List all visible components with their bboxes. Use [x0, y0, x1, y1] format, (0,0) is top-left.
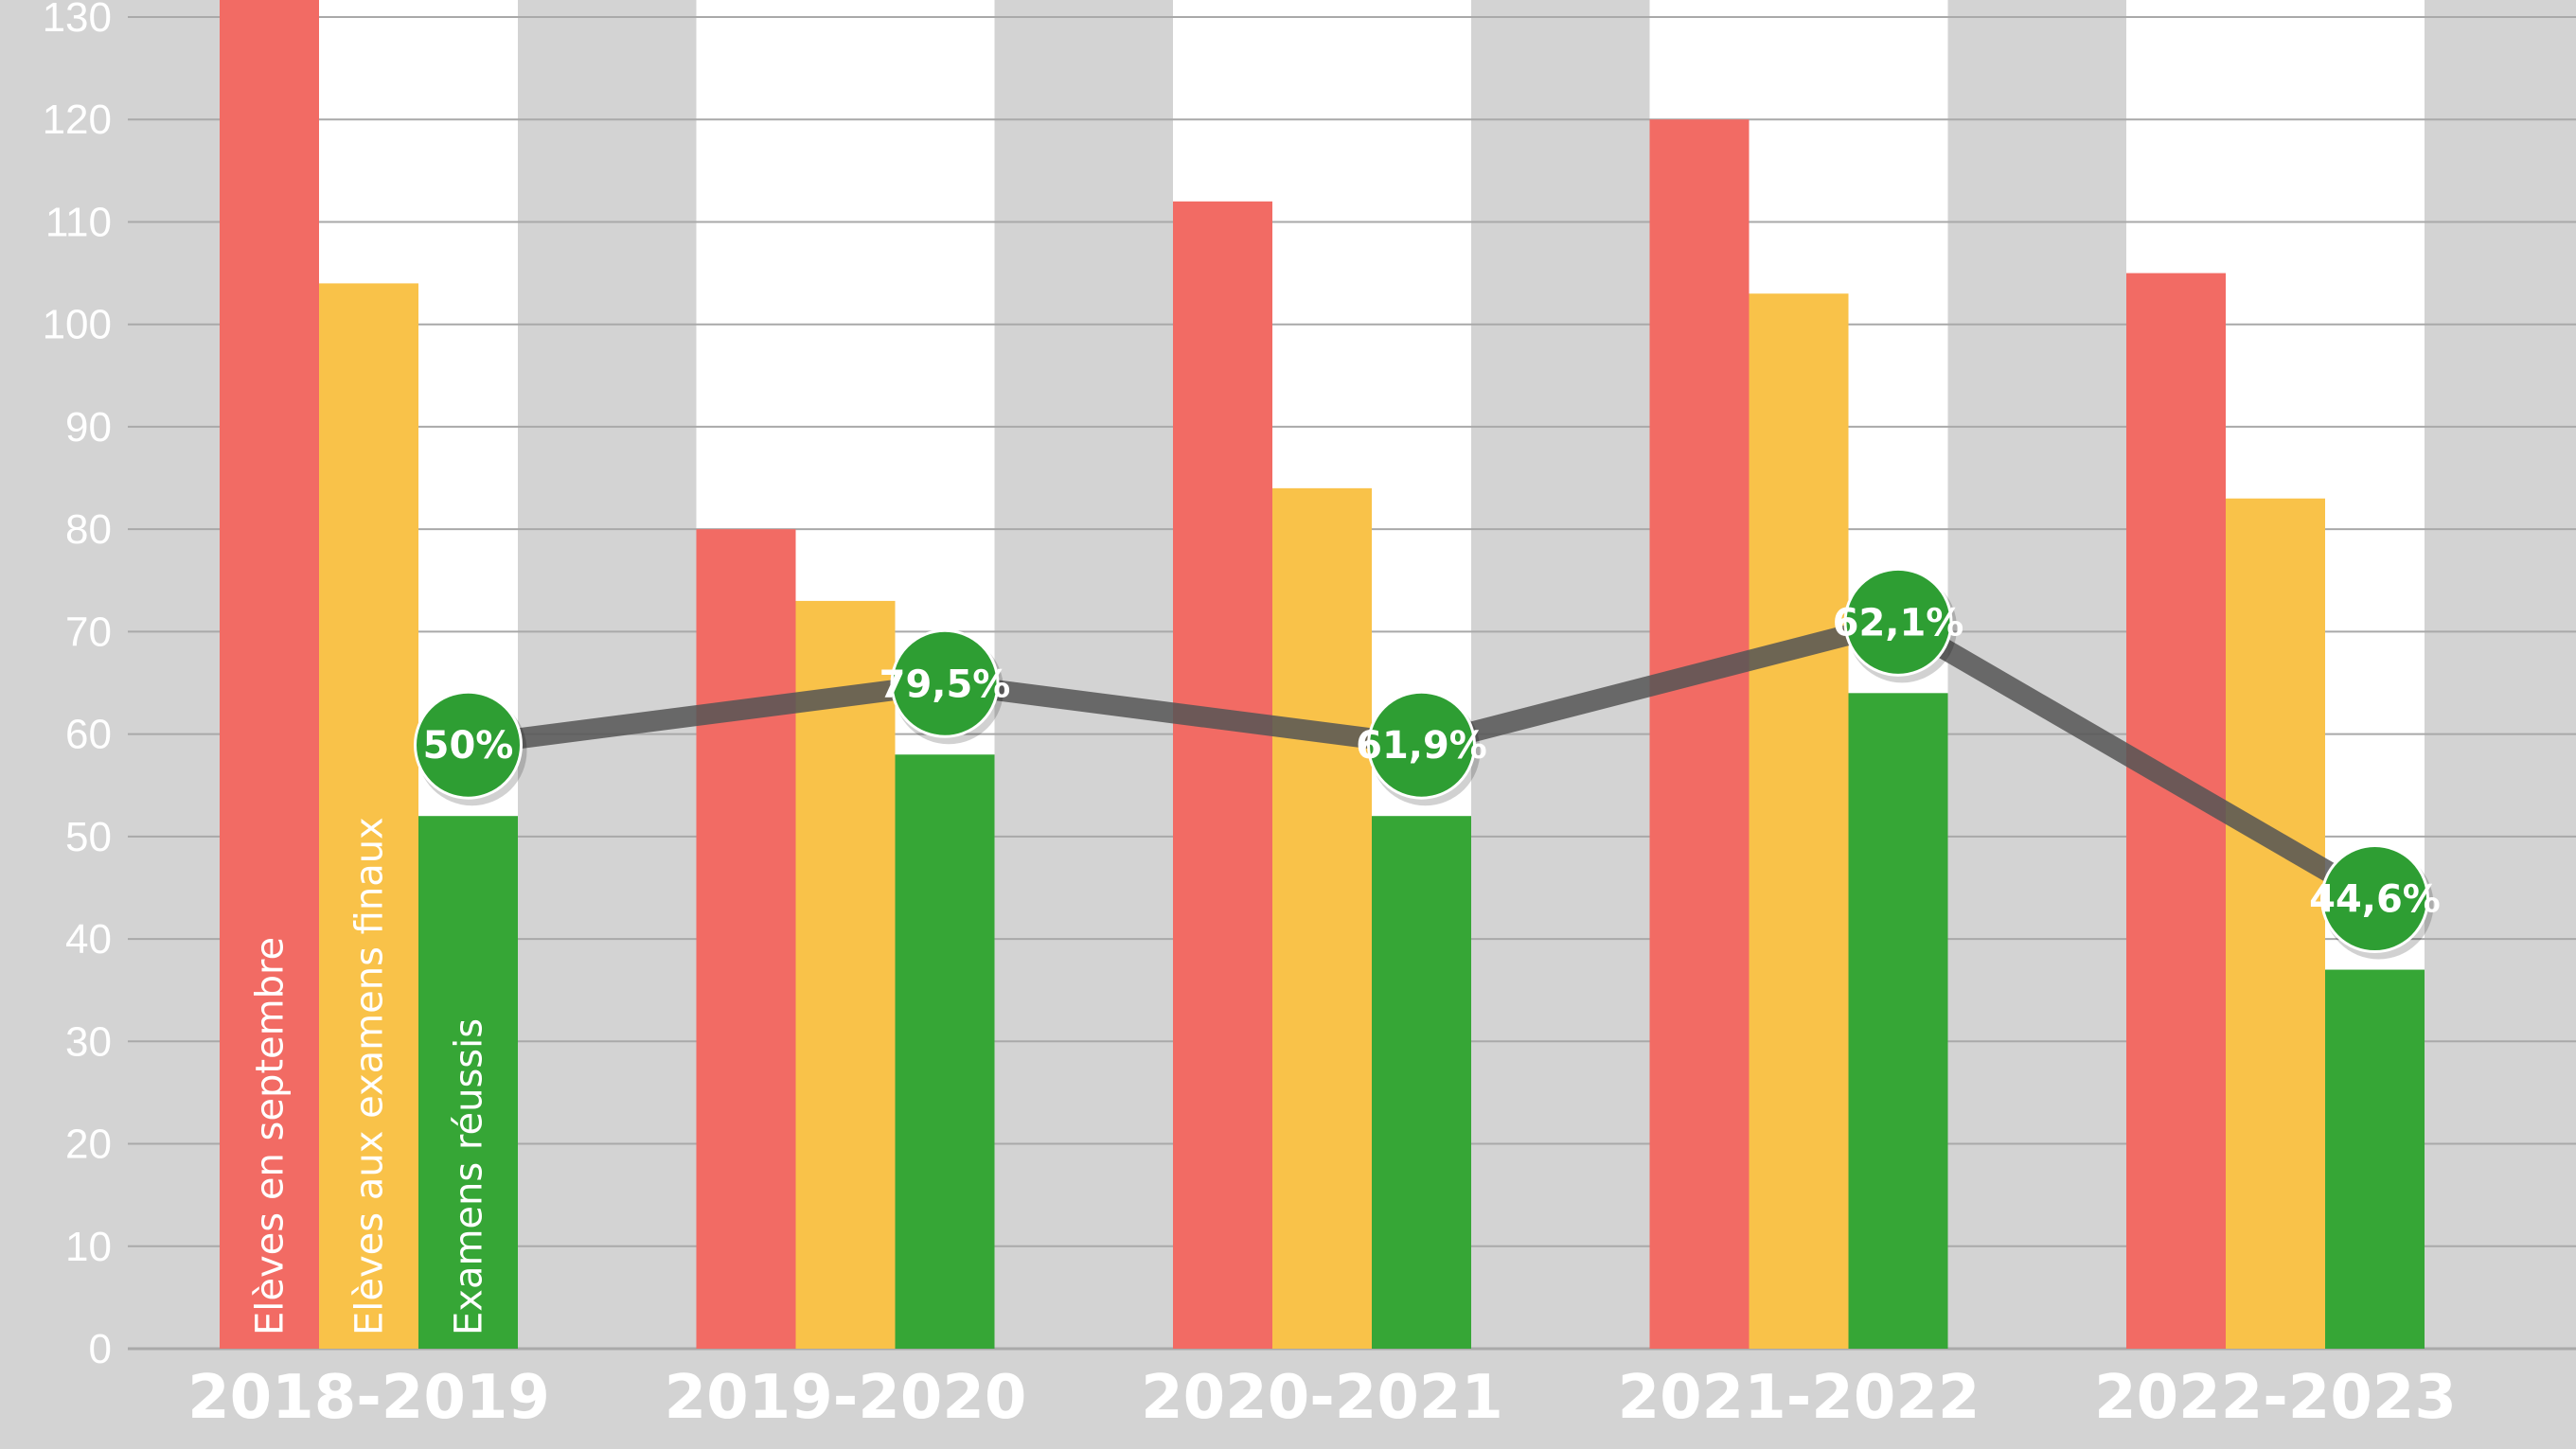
success-rate-label: 50% [423, 724, 514, 768]
bar [1173, 201, 1272, 1349]
y-tick-label: 120 [43, 97, 112, 143]
success-rate-label: 79,5% [879, 663, 1011, 706]
success-rate-marker [414, 690, 523, 800]
y-tick-label: 10 [65, 1224, 112, 1270]
x-tick-label: 2019-2020 [665, 1363, 1027, 1433]
y-tick-label: 40 [65, 916, 112, 963]
bar [1649, 119, 1750, 1350]
y-tick-label: 80 [65, 506, 112, 553]
series-label: Elèves aux examens finaux [348, 817, 392, 1335]
x-axis-ticks: 2018-2019 2019-2020 2020-2021 2021-2022 2022… [187, 1363, 2457, 1433]
success-rate-marker [1367, 690, 1476, 800]
bar [2325, 969, 2425, 1349]
success-rate-label: 62,1% [1833, 601, 1964, 645]
y-tick-label: 60 [65, 712, 112, 758]
bar [1848, 693, 1948, 1349]
bar [1749, 293, 1849, 1349]
y-tick-label: 30 [65, 1018, 112, 1065]
y-tick-label: 0 [89, 1326, 112, 1372]
x-tick-label: 2018-2019 [187, 1363, 550, 1433]
y-tick-label: 100 [43, 302, 112, 348]
y-tick-label: 20 [65, 1122, 112, 1168]
y-tick-label: 90 [65, 404, 112, 451]
bar [696, 529, 796, 1349]
y-axis-ticks: 0 10 20 30 40 50 60 70 80 90 100 110 120 130 [43, 0, 112, 1372]
success-rate-marker [890, 628, 1000, 738]
bar [1372, 816, 1471, 1349]
y-tick-label: 110 [45, 199, 112, 245]
success-rate-label: 61,9% [1356, 724, 1487, 768]
series-label: Elèves en septembre [249, 937, 293, 1335]
bar [220, 0, 319, 1350]
series-labels: Elèves en septembre Elèves aux examens fi… [249, 817, 491, 1335]
bar [1272, 487, 1372, 1349]
bar [319, 283, 418, 1349]
x-tick-label: 2022-2023 [2094, 1363, 2457, 1433]
success-rate-markers: 50% 79,5% 61,9% 62,1% 44,6% [414, 567, 2441, 960]
y-tick-label: 70 [65, 609, 112, 655]
bar [418, 816, 518, 1349]
bars [220, 0, 2425, 1350]
y-tick-label: 130 [43, 0, 112, 41]
y-tick-label: 50 [65, 814, 112, 860]
series-label: Examens réussis [448, 1018, 491, 1335]
bar [895, 754, 995, 1349]
x-tick-label: 2020-2021 [1141, 1363, 1503, 1433]
success-rate-marker [2320, 844, 2429, 954]
bar [2226, 498, 2325, 1349]
success-rate-label: 44,6% [2309, 878, 2441, 922]
x-tick-label: 2021-2022 [1618, 1363, 1981, 1433]
success-rate-marker [1843, 567, 1953, 677]
bar [795, 600, 896, 1349]
